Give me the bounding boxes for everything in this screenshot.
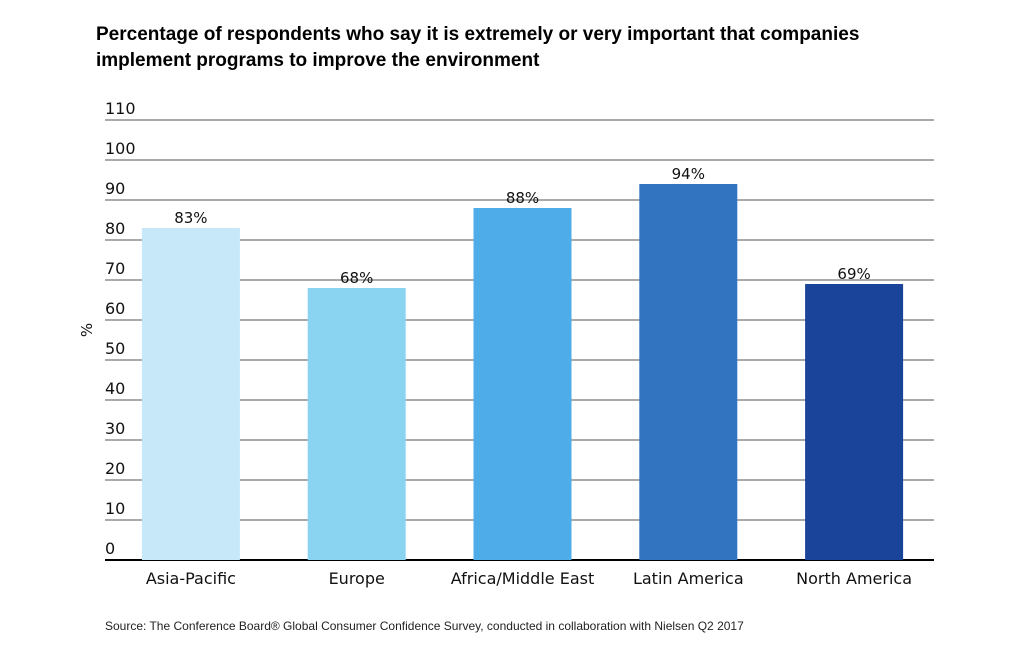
bar bbox=[473, 208, 572, 560]
data-labels: 83% 68% 88% 94% 69% bbox=[174, 165, 871, 287]
bar bbox=[639, 184, 738, 560]
chart-title: Percentage of respondents who say it is … bbox=[96, 24, 860, 71]
bar bbox=[141, 228, 240, 560]
bar-value-label: 69% bbox=[837, 265, 870, 283]
bar-value-label: 83% bbox=[174, 209, 207, 227]
bar-value-label: 68% bbox=[340, 269, 373, 287]
y-tick-label: 110 bbox=[105, 99, 136, 118]
category-label: Europe bbox=[329, 569, 385, 588]
bar-value-label: 88% bbox=[506, 189, 539, 207]
y-tick-label: 100 bbox=[105, 139, 136, 158]
y-tick-label: 40 bbox=[105, 379, 125, 398]
x-axis-categories: Asia-Pacific Europe Africa/Middle East Lati… bbox=[146, 569, 912, 588]
bar bbox=[307, 288, 406, 560]
gridlines bbox=[105, 119, 934, 561]
y-tick-label: 50 bbox=[105, 339, 125, 358]
category-label: Latin America bbox=[633, 569, 744, 588]
bar-value-label: 94% bbox=[672, 165, 705, 183]
y-axis-label: % bbox=[78, 323, 96, 337]
bars bbox=[141, 184, 904, 560]
y-tick-label: 90 bbox=[105, 179, 125, 198]
y-tick-label: 20 bbox=[105, 459, 125, 478]
category-label: Africa/Middle East bbox=[451, 569, 594, 588]
y-tick-label: 30 bbox=[105, 419, 125, 438]
category-label: Asia-Pacific bbox=[146, 569, 236, 588]
y-tick-label: 60 bbox=[105, 299, 125, 318]
category-label: North America bbox=[796, 569, 912, 588]
y-axis-ticks: 0 10 20 30 40 50 60 70 80 90 100 110 bbox=[105, 99, 136, 558]
source-note: Source: The Conference Board® Global Con… bbox=[105, 619, 744, 633]
y-tick-label: 0 bbox=[105, 539, 115, 558]
y-tick-label: 70 bbox=[105, 259, 125, 278]
bar bbox=[805, 284, 904, 560]
y-tick-label: 80 bbox=[105, 219, 125, 238]
y-tick-label: 10 bbox=[105, 499, 125, 518]
